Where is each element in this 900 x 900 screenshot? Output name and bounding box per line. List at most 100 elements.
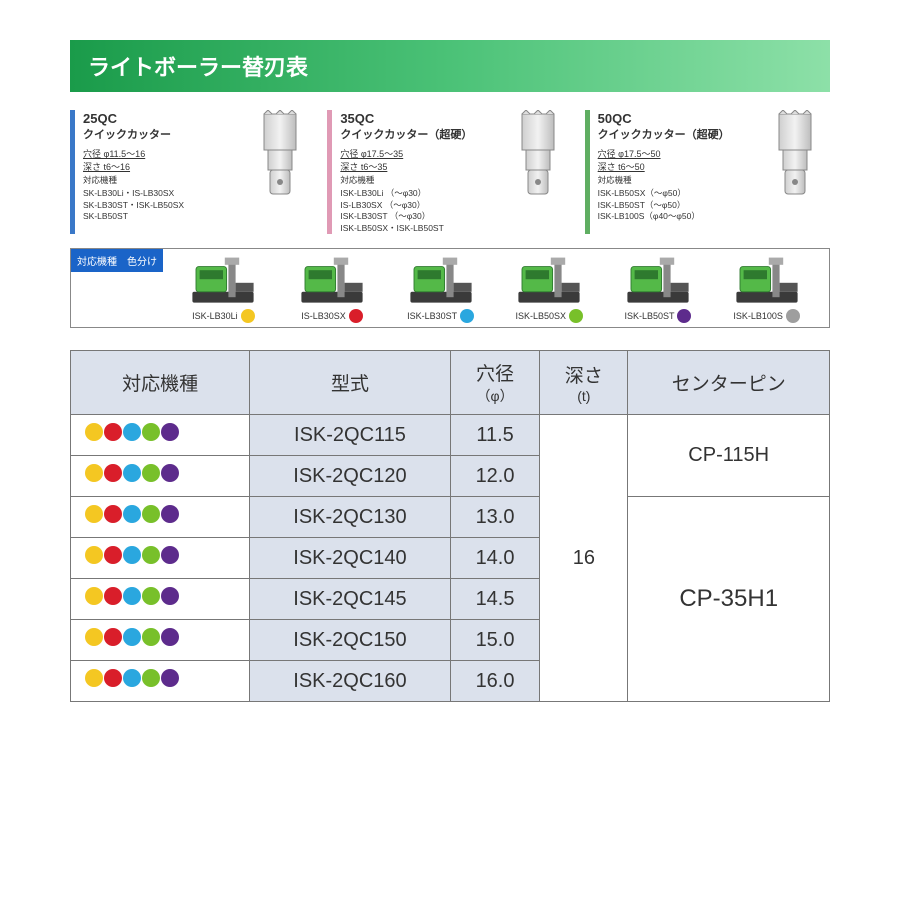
machine-item: ISK-LB50SX bbox=[513, 255, 585, 323]
cutter-compat: SK-LB30Li・IS-LB30SXSK-LB30ST・ISK-LB50SXS… bbox=[83, 188, 237, 222]
cell-model: ISK-2QC160 bbox=[250, 661, 451, 702]
color-dot bbox=[161, 587, 179, 605]
machine-label: ISK-LB100S bbox=[733, 311, 783, 321]
cutter-name: クイックカッター bbox=[83, 128, 237, 143]
cell-diameter: 13.0 bbox=[450, 497, 539, 538]
machine-image bbox=[296, 255, 368, 307]
cutter-compat-label: 対応機種 bbox=[598, 175, 752, 186]
machine-image bbox=[187, 255, 259, 307]
color-dot bbox=[161, 669, 179, 687]
color-dot bbox=[123, 669, 141, 687]
machine-image bbox=[405, 255, 477, 307]
cell-diameter: 14.5 bbox=[450, 579, 539, 620]
cutter-depth: 深さ t6～16 bbox=[83, 161, 237, 173]
cell-dots bbox=[71, 538, 250, 579]
cell-dots bbox=[71, 456, 250, 497]
cutter-depth: 深さ t6～35 bbox=[340, 161, 494, 173]
machine-label: ISK-LB50SX bbox=[516, 311, 567, 321]
cell-model: ISK-2QC115 bbox=[250, 415, 451, 456]
cell-model: ISK-2QC130 bbox=[250, 497, 451, 538]
machine-label: IS-LB30SX bbox=[301, 311, 346, 321]
color-dot bbox=[161, 464, 179, 482]
color-dot bbox=[161, 505, 179, 523]
color-dot bbox=[142, 669, 160, 687]
cutter-compat-label: 対応機種 bbox=[340, 175, 494, 186]
spec-table: 対応機種 型式 穴径（φ） 深さ(t) センターピン ISK-2QC11511.… bbox=[70, 350, 830, 702]
color-dot bbox=[104, 464, 122, 482]
legend-box: 対応機種 色分け ISK-LB30Li IS-LB30SX bbox=[70, 248, 830, 328]
cell-dots bbox=[71, 497, 250, 538]
cutter-card: 50QC クイックカッター（超硬） 穴径 φ17.5～50 深さ t6～50 対… bbox=[585, 110, 830, 234]
color-dot bbox=[677, 309, 691, 323]
cell-centerpin: CP-35H1 bbox=[628, 497, 830, 702]
machine-label: ISK-LB30ST bbox=[407, 311, 457, 321]
cell-diameter: 15.0 bbox=[450, 620, 539, 661]
cutter-row: 25QC クイックカッター 穴径 φ11.5～16 深さ t6～16 対応機種 … bbox=[70, 110, 830, 234]
cell-model: ISK-2QC120 bbox=[250, 456, 451, 497]
color-dot bbox=[123, 628, 141, 646]
cell-diameter: 16.0 bbox=[450, 661, 539, 702]
machine-image bbox=[731, 255, 803, 307]
page-title: ライトボーラー替刃表 bbox=[70, 40, 830, 92]
machine-label: ISK-LB30Li bbox=[192, 311, 238, 321]
cutter-code: 35QC bbox=[340, 110, 494, 128]
cutter-dia: 穴径 φ17.5～35 bbox=[340, 148, 494, 160]
cell-depth: 16 bbox=[540, 415, 628, 702]
table-row: ISK-2QC13013.0CP-35H1 bbox=[71, 497, 830, 538]
machine-item: IS-LB30SX bbox=[296, 255, 368, 323]
cell-dots bbox=[71, 415, 250, 456]
color-dot bbox=[142, 628, 160, 646]
color-dot bbox=[142, 423, 160, 441]
color-dot bbox=[85, 505, 103, 523]
th-depth: 深さ(t) bbox=[540, 351, 628, 415]
machine-item: ISK-LB30Li bbox=[187, 255, 259, 323]
color-dot bbox=[85, 464, 103, 482]
color-dot bbox=[104, 505, 122, 523]
color-dot bbox=[142, 505, 160, 523]
color-dot bbox=[123, 423, 141, 441]
color-dot bbox=[85, 669, 103, 687]
cutter-depth: 深さ t6～50 bbox=[598, 161, 752, 173]
cutter-compat: ISK-LB50SX（～φ50）ISK-LB50ST（～φ50）ISK-LB10… bbox=[598, 188, 752, 222]
color-dot bbox=[104, 587, 122, 605]
cutter-dia: 穴径 φ11.5～16 bbox=[83, 148, 237, 160]
machine-image bbox=[622, 255, 694, 307]
color-dot bbox=[85, 628, 103, 646]
color-dot bbox=[104, 423, 122, 441]
cutter-name: クイックカッター（超硬） bbox=[340, 128, 494, 143]
color-dot bbox=[349, 309, 363, 323]
color-dot bbox=[161, 628, 179, 646]
legend-label: 対応機種 色分け bbox=[71, 249, 163, 272]
table-row: ISK-2QC11511.516CP-115H bbox=[71, 415, 830, 456]
cell-diameter: 12.0 bbox=[450, 456, 539, 497]
cutter-compat: ISK-LB30Li （～φ30）IS-LB30SX （～φ30）ISK-LB3… bbox=[340, 188, 494, 234]
color-dot bbox=[786, 309, 800, 323]
color-dot bbox=[241, 309, 255, 323]
cutter-image bbox=[503, 110, 573, 200]
color-dot bbox=[104, 669, 122, 687]
color-dot bbox=[123, 464, 141, 482]
cell-model: ISK-2QC140 bbox=[250, 538, 451, 579]
machine-item: ISK-LB30ST bbox=[405, 255, 477, 323]
th-model: 型式 bbox=[250, 351, 451, 415]
machine-item: ISK-LB50ST bbox=[622, 255, 694, 323]
machine-label: ISK-LB50ST bbox=[624, 311, 674, 321]
cutter-compat-label: 対応機種 bbox=[83, 175, 237, 186]
cutter-code: 50QC bbox=[598, 110, 752, 128]
color-dot bbox=[123, 587, 141, 605]
cell-diameter: 14.0 bbox=[450, 538, 539, 579]
cutter-code: 25QC bbox=[83, 110, 237, 128]
cell-diameter: 11.5 bbox=[450, 415, 539, 456]
color-dot bbox=[161, 546, 179, 564]
cell-model: ISK-2QC145 bbox=[250, 579, 451, 620]
th-pin: センターピン bbox=[628, 351, 830, 415]
cell-dots bbox=[71, 579, 250, 620]
cutter-image bbox=[245, 110, 315, 200]
cell-centerpin: CP-115H bbox=[628, 415, 830, 497]
cutter-dia: 穴径 φ17.5～50 bbox=[598, 148, 752, 160]
machine-image bbox=[513, 255, 585, 307]
color-dot bbox=[161, 423, 179, 441]
color-dot bbox=[460, 309, 474, 323]
color-dot bbox=[142, 546, 160, 564]
color-dot bbox=[85, 423, 103, 441]
